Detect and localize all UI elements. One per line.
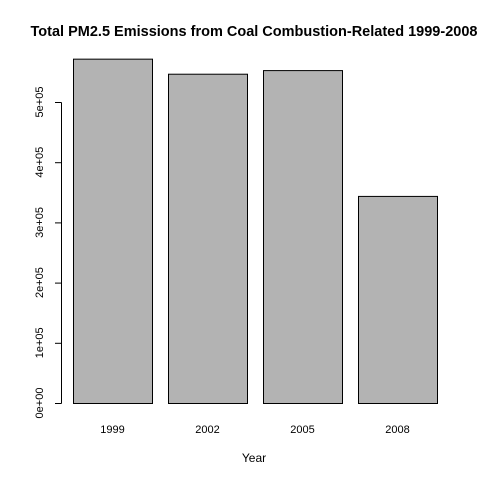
y-tick-label: 0e+00 [34,388,46,419]
y-tick-label: 2e+05 [34,267,46,298]
y-tick-label: 4e+05 [34,147,46,178]
x-tick-label-2008: 2008 [385,424,409,436]
y-tick-label: 1e+05 [34,327,46,358]
x-tick-labels: 1999 2002 2005 2008 [100,424,409,436]
bar-2002 [168,73,248,405]
bar-2005 [263,70,343,405]
y-axis: 0e+00 1e+05 2e+05 3e+05 4e+05 5e+05 [34,87,62,419]
chart-title: Total PM2.5 Emissions from Coal Combusti… [31,24,478,40]
bar-1999 [73,58,153,404]
bar-2008 [358,195,438,404]
y-tick-label: 3e+05 [34,207,46,238]
y-tick-label: 5e+05 [34,87,46,118]
x-tick-label-2002: 2002 [195,424,219,436]
x-tick-label-1999: 1999 [100,424,124,436]
x-tick-label-2005: 2005 [290,424,314,436]
bars-group [73,58,438,405]
x-axis-title: Year [242,451,266,465]
